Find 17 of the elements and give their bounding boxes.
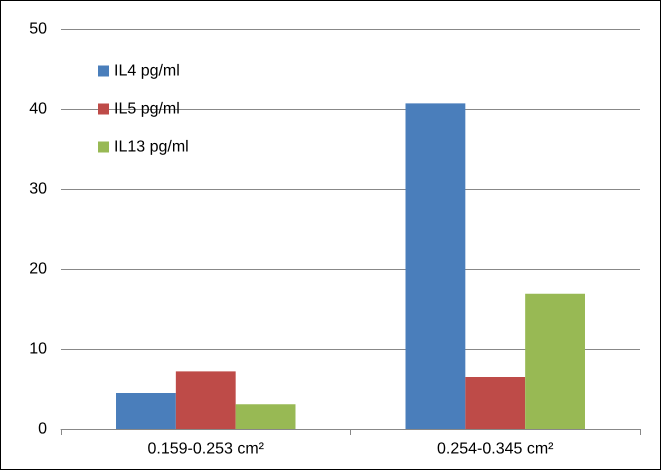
y-tick-label: 0 (38, 420, 48, 438)
y-tick-label: 10 (29, 340, 48, 358)
y-tick-label: 50 (29, 20, 48, 38)
y-tick-label: 40 (29, 100, 48, 118)
bar (236, 404, 296, 429)
y-tick-label: 20 (29, 260, 48, 278)
bar (465, 377, 526, 429)
bar (525, 294, 585, 429)
legend-label: IL5 pg/ml (114, 100, 180, 118)
legend-label: IL13 pg/ml (114, 138, 189, 156)
x-tick-label: 0.254-0.345 cm² (436, 440, 554, 458)
bar (116, 393, 176, 429)
legend-label: IL4 pg/ml (114, 62, 180, 80)
y-tick-label: 30 (29, 180, 48, 198)
bar (176, 371, 236, 429)
bar (406, 103, 466, 429)
x-tick-label: 0.159-0.253 cm² (147, 440, 265, 458)
